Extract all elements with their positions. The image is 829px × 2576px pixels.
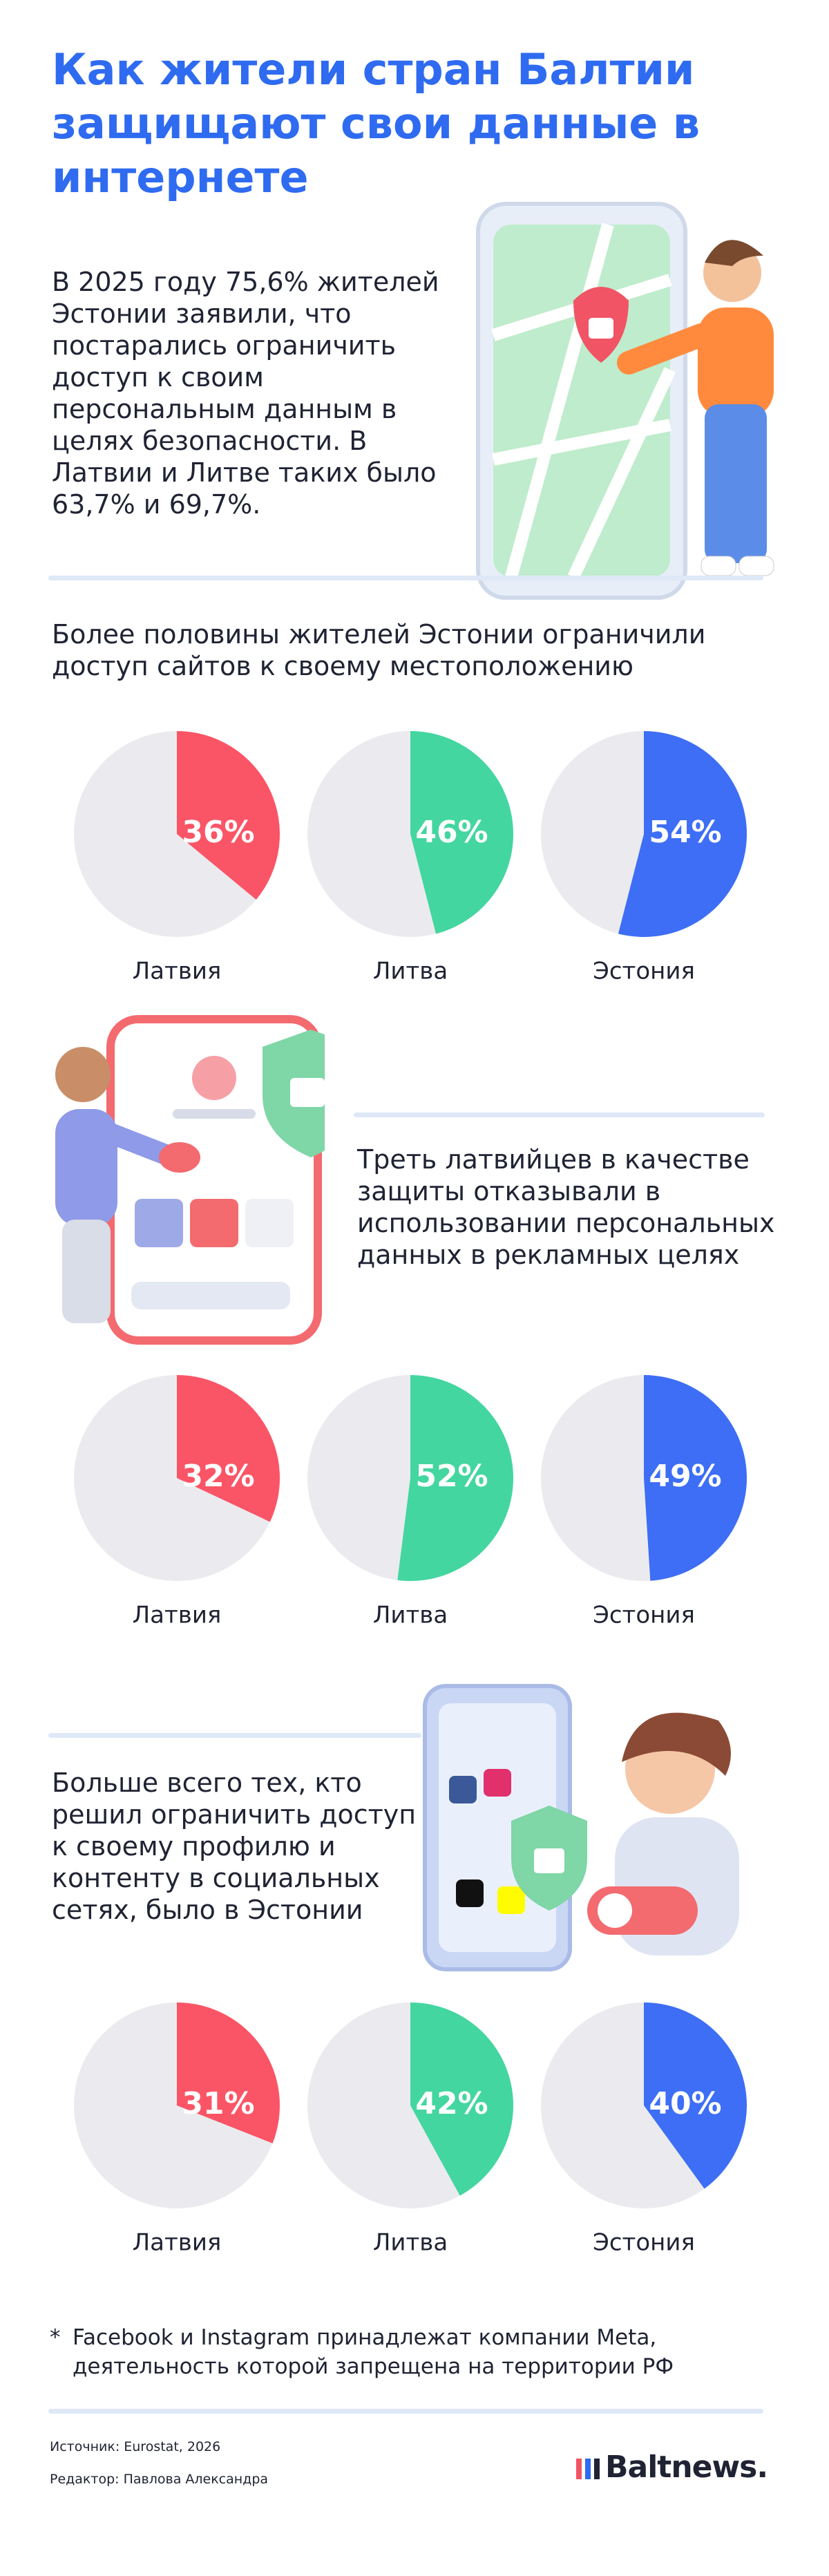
category-label: Литва (373, 958, 448, 985)
value-label: 36% (182, 815, 254, 850)
divider (48, 2409, 763, 2414)
value-label: 31% (182, 2086, 254, 2121)
pie-slice (618, 731, 747, 937)
pie-slice (644, 1375, 747, 1581)
divider (48, 1733, 421, 1738)
footnote: Facebook и Instagram принадлежат компани… (73, 2325, 674, 2379)
value-label: 40% (649, 2086, 721, 2121)
pie-chart: 32% Латвия 52% Литва 49% Эстония (74, 1375, 747, 1629)
category-label: Литва (373, 1602, 448, 1629)
pie-slice (410, 731, 513, 934)
illustration-shield (55, 1015, 325, 1345)
value-label: 46% (415, 815, 488, 850)
illustration-map (476, 202, 774, 600)
intro-text: В 2025 году 75,6% жителей Эстонии заявил… (52, 267, 439, 520)
category-label: Литва (373, 2229, 448, 2257)
value-label: 49% (649, 1459, 721, 1494)
category-label: Латвия (133, 1602, 222, 1629)
category-label: Эстония (593, 2229, 695, 2257)
section-heading: Треть латвийцев в качестве защиты отказы… (357, 1144, 775, 1270)
source: Источник: Eurostat, 2026 (50, 2439, 221, 2454)
value-label: 32% (182, 1459, 254, 1494)
footnote-mark: * (50, 2325, 61, 2350)
pie-chart: 36% Латвия 46% Литва 54% Эстония (74, 731, 747, 985)
pie-slice (177, 2002, 280, 2143)
pie-row: 31% Латвия 42% Литва 40% Эстония (0, 1990, 829, 2280)
category-label: Эстония (593, 958, 695, 985)
divider (354, 1112, 765, 1117)
pie-slice (644, 2002, 747, 2189)
value-label: 52% (415, 1459, 488, 1494)
pie-slice (177, 731, 280, 900)
pie-row: 36% Латвия 46% Литва 54% Эстония (0, 719, 829, 1009)
illustration-social (423, 1684, 739, 1971)
category-label: Латвия (133, 958, 222, 985)
logo: Baltnews. (605, 2450, 768, 2485)
pie-slice (410, 2002, 513, 2196)
pie-chart: 31% Латвия 42% Литва 40% Эстония (74, 2002, 747, 2257)
value-label: 54% (649, 815, 721, 850)
pie-slice (177, 1375, 280, 1522)
logo-bars (576, 2459, 600, 2479)
divider (48, 576, 763, 580)
editor: Редактор: Павлова Александра (50, 2472, 269, 2487)
category-label: Эстония (593, 1602, 695, 1629)
pie-row: 32% Латвия 52% Литва 49% Эстония (0, 1363, 829, 1653)
section-heading: Больше всего тех, кто решил ограничить д… (52, 1768, 417, 1925)
pie-slice (397, 1375, 513, 1581)
value-label: 42% (415, 2086, 488, 2121)
category-label: Латвия (133, 2229, 222, 2257)
title: Как жители стран Балтии защищают свои да… (52, 44, 701, 202)
section-heading: Более половины жителей Эстонии ограничил… (52, 619, 706, 681)
